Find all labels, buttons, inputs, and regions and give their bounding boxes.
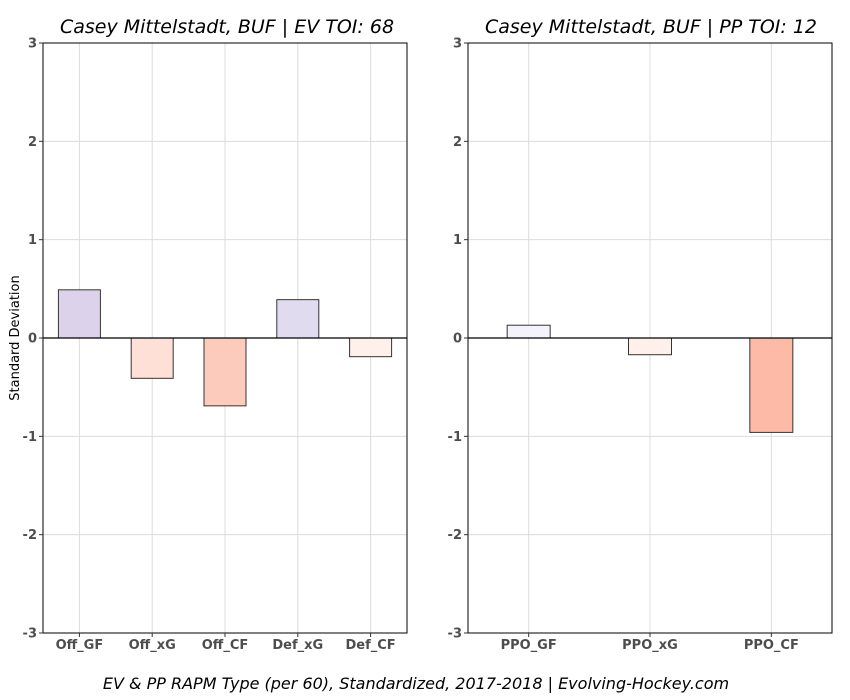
y-tick-label: -2 xyxy=(23,528,37,543)
y-tick-label: 3 xyxy=(28,37,37,52)
y-tick-label: -3 xyxy=(448,627,462,642)
bar-def-xg xyxy=(276,299,320,339)
x-tick-label: PPO_xG xyxy=(622,638,678,653)
x-tick-label: Def_xG xyxy=(272,638,323,653)
x-tick-label: PPO_GF xyxy=(501,638,557,653)
y-tick-label: 1 xyxy=(453,233,462,248)
x-tick-label: Def_CF xyxy=(346,638,396,653)
y-tick-label: -2 xyxy=(448,528,462,543)
y-axis-label: Standard Deviation xyxy=(8,275,23,400)
y-tick-label: 2 xyxy=(28,135,37,150)
figure-caption: EV & PP RAPM Type (per 60), Standardized… xyxy=(103,674,729,693)
bar-ppo-gf xyxy=(506,324,551,339)
bar-off-gf xyxy=(57,289,101,339)
pp-rapm-panel: Casey Mittelstadt, BUF | PP TOI: 12 -3 -2 -… xyxy=(448,16,833,653)
x-tick-label: Off_GF xyxy=(56,638,104,653)
bar-off-cf xyxy=(203,337,247,407)
x-tick-label: Off_CF xyxy=(202,638,249,653)
y-tick-label: -1 xyxy=(448,430,462,445)
bar-off-xg xyxy=(130,337,174,379)
chart-title: Casey Mittelstadt, BUF | PP TOI: 12 xyxy=(485,16,817,38)
bar-ppo-cf xyxy=(749,337,794,433)
ev-rapm-panel: Casey Mittelstadt, BUF | EV TOI: 68 -3 -2 -… xyxy=(23,16,408,653)
y-tick-label: 0 xyxy=(28,332,37,347)
bar-ppo-xg xyxy=(628,337,672,356)
y-tick-label: 3 xyxy=(453,37,462,52)
x-tick-label: Off_xG xyxy=(129,638,176,653)
chart-title: Casey Mittelstadt, BUF | EV TOI: 68 xyxy=(60,16,394,38)
bar-def-cf xyxy=(349,337,393,358)
y-tick-label: 2 xyxy=(453,135,462,150)
y-tick-label: 0 xyxy=(453,332,462,347)
y-tick-label: 1 xyxy=(28,233,37,248)
y-tick-label: -1 xyxy=(23,430,37,445)
x-tick-label: PPO_CF xyxy=(744,638,799,653)
y-tick-label: -3 xyxy=(23,627,37,642)
